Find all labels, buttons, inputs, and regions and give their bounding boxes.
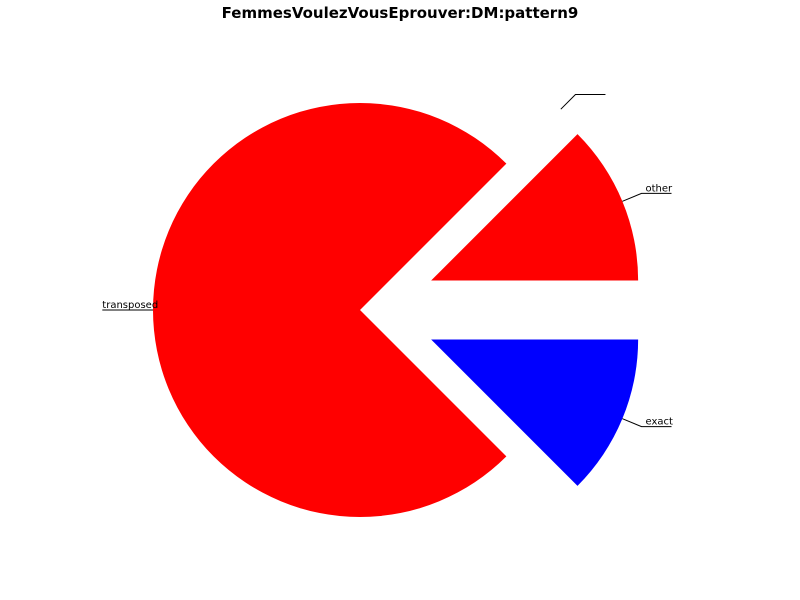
pie-slice-exact — [431, 339, 639, 486]
chart-title: FemmesVoulezVousEprouver:DM:pattern9 — [221, 4, 579, 22]
slice-label-other: other — [646, 183, 674, 194]
leader-line-other — [622, 192, 672, 202]
pie-slice-other — [431, 134, 639, 281]
slice-label-exact: exact — [646, 417, 674, 428]
leader-line-unlabeled-3 — [560, 94, 606, 110]
pie-slice-transposed — [152, 102, 507, 518]
slice-label-transposed: transposed — [102, 300, 158, 311]
leader-line-exact — [622, 418, 672, 428]
